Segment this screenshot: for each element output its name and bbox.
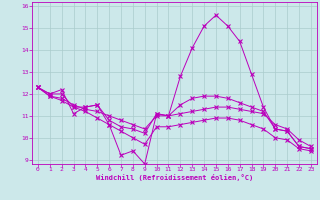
X-axis label: Windchill (Refroidissement éolien,°C): Windchill (Refroidissement éolien,°C) <box>96 174 253 181</box>
